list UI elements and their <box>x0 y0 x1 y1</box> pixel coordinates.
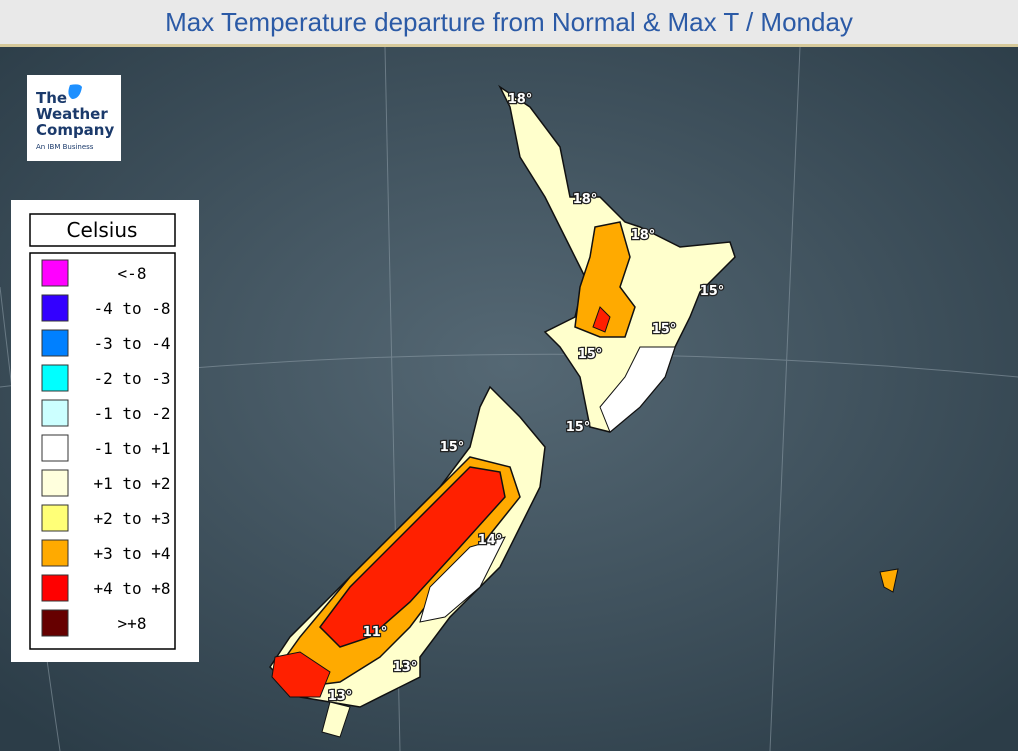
hot-zone-south <box>319 466 506 648</box>
logo-text: Company <box>36 121 114 139</box>
legend-label: +4 to +8 <box>93 579 170 598</box>
legend-swatch <box>41 259 69 287</box>
legend-label: +2 to +3 <box>93 509 170 528</box>
legend-swatch <box>41 399 69 427</box>
temperature-label: 18° <box>631 228 656 243</box>
legend-swatch <box>41 504 69 532</box>
legend-label: -1 to -2 <box>93 404 170 423</box>
hot-zone-fiordland <box>271 651 331 698</box>
map-labels: 18° 18° 18° 15° 15° 15° 15° 15° 14° 11° 13° 13° <box>326 91 725 706</box>
legend-frame <box>29 252 176 650</box>
temperature-label: 13° <box>328 689 353 704</box>
stewart-island <box>321 701 351 738</box>
legend-label: <-8 <box>118 264 147 283</box>
chatham-islands <box>879 568 899 593</box>
legend-label: -3 to -4 <box>93 334 170 353</box>
temperature-label: 18° <box>508 92 533 107</box>
hot-zone <box>592 306 611 333</box>
legend-items: <-8 -4 to -8 -3 to -4 -2 to -3 -1 to -2 -1 to… <box>41 259 171 637</box>
legend-swatch <box>41 539 69 567</box>
legend-swatch <box>41 364 69 392</box>
legend-swatch <box>41 294 69 322</box>
legend-title: Celsius <box>67 218 138 242</box>
logo-drop <box>68 84 82 99</box>
temperature-label: 15° <box>652 322 677 337</box>
temperature-label: 15° <box>566 420 591 435</box>
temperature-label: 15° <box>440 440 465 455</box>
warm-zone <box>574 221 636 338</box>
temperature-label: 15° <box>578 347 603 362</box>
normal-zone-south <box>419 536 506 623</box>
temperature-label: 14° <box>478 533 503 548</box>
normal-zone <box>599 346 676 433</box>
legend-swatch <box>41 329 69 357</box>
legend-swatch <box>41 574 69 602</box>
legend-label: +3 to +4 <box>93 544 170 563</box>
legend-label: +1 to +2 <box>93 474 170 493</box>
temperature-label: 11° <box>363 625 388 640</box>
legend-label: -2 to -3 <box>93 369 170 388</box>
temperature-label: 15° <box>700 284 725 299</box>
temperature-label: 13° <box>393 660 418 675</box>
legend-label: -1 to +1 <box>93 439 170 458</box>
temperature-label: 18° <box>573 192 598 207</box>
legend-swatch <box>41 469 69 497</box>
logo-text: Weather <box>36 105 108 123</box>
logo-text: An IBM Business <box>36 143 94 151</box>
logo-text: The <box>36 89 67 107</box>
legend-label: -4 to -8 <box>93 299 170 318</box>
legend-title-box <box>29 213 176 247</box>
header-title: Max Temperature departure from Normal & … <box>0 0 1018 47</box>
legend-swatch <box>41 609 69 637</box>
legend-swatch <box>41 434 69 462</box>
legend-label: >+8 <box>118 614 147 633</box>
